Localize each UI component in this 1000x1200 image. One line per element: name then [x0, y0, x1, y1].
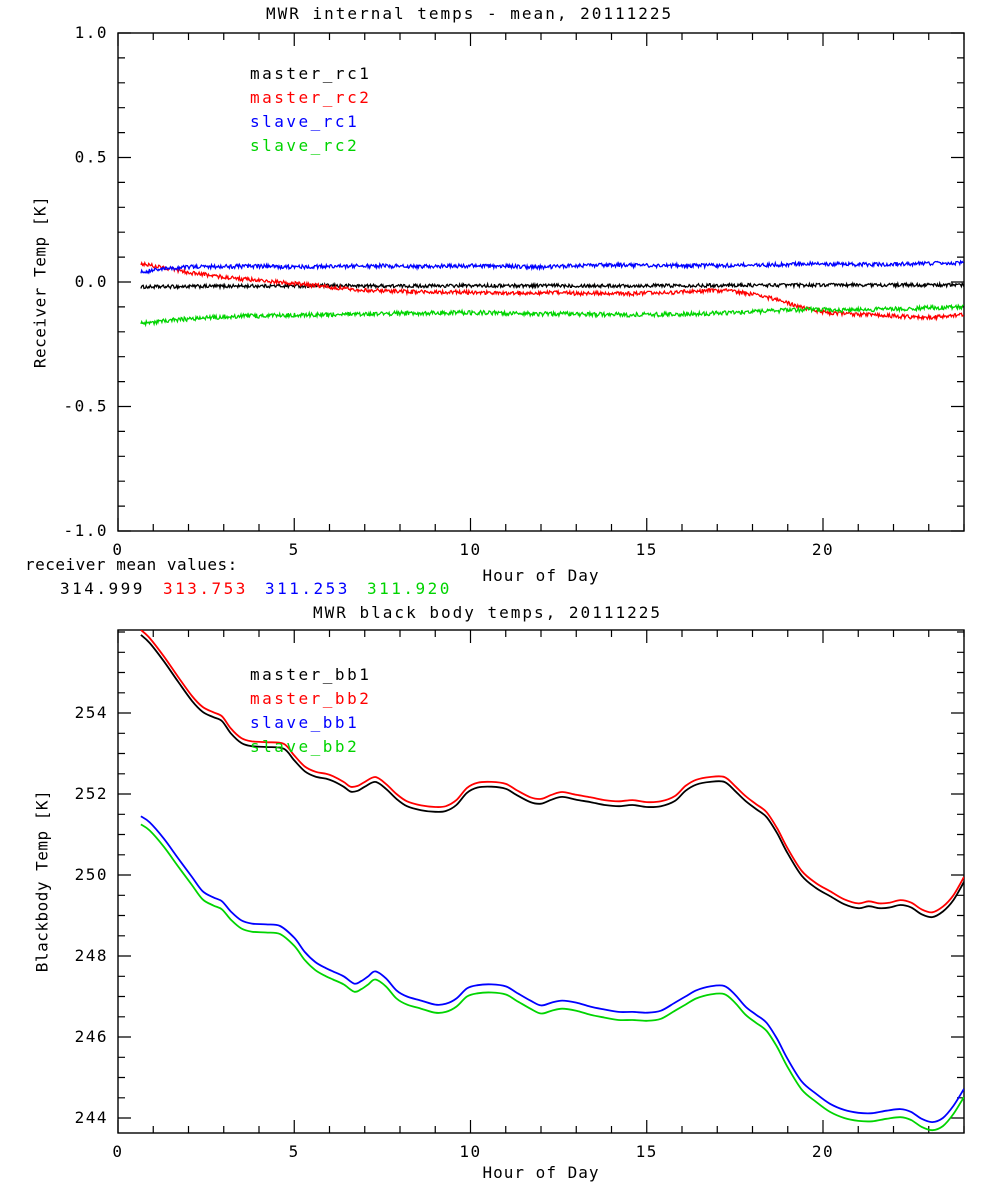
- legend-item-slave_rc2: slave_rc2: [250, 136, 360, 155]
- x-tick-label: 5: [289, 540, 300, 559]
- y-tick-label: 254: [75, 703, 108, 722]
- series-line-slave_rc1: [140, 259, 964, 275]
- y-tick-label: 246: [75, 1027, 108, 1046]
- bottom-chart-title: MWR black body temps, 20111225: [313, 603, 662, 622]
- axis-ticks: [117, 32, 965, 532]
- legend-item-slave_bb1: slave_bb1: [250, 713, 360, 732]
- plot-box: [117, 629, 965, 1134]
- x-tick-label: 10: [459, 540, 481, 559]
- plot-box: [117, 32, 965, 532]
- legend-item-master_rc2: master_rc2: [250, 88, 372, 107]
- x-tick-label: 15: [636, 1142, 658, 1161]
- y-tick-label: 248: [75, 946, 108, 965]
- x-tick-label: 15: [636, 540, 658, 559]
- x-tick-label: 10: [459, 1142, 481, 1161]
- y-tick-label: 252: [75, 784, 108, 803]
- x-tick-label: 20: [812, 1142, 834, 1161]
- bottom-chart-xlabel: Hour of Day: [482, 1163, 600, 1182]
- y-tick-label: 0.0: [75, 272, 108, 291]
- top-chart-ylabel: Receiver Temp [K]: [30, 195, 50, 369]
- receiver-mean-value-2: 311.253: [265, 579, 350, 598]
- y-tick-label: 244: [75, 1108, 108, 1127]
- x-tick-label: 0: [112, 540, 123, 559]
- legend-item-slave_rc1: slave_rc1: [250, 112, 360, 131]
- bottom-chart-ylabel: Blackbody Temp [K]: [32, 789, 52, 973]
- axis-ticks: [117, 630, 965, 1133]
- legend-item-master_rc1: master_rc1: [250, 64, 372, 83]
- receiver-mean-value-1: 313.753: [163, 579, 248, 598]
- x-tick-label: 20: [812, 540, 834, 559]
- legend-item-slave_bb2: slave_bb2: [250, 737, 360, 756]
- x-tick-label: 5: [289, 1142, 300, 1161]
- legend-item-master_bb2: master_bb2: [250, 689, 372, 708]
- x-tick-label: 0: [112, 1142, 123, 1161]
- y-tick-label: 250: [75, 865, 108, 884]
- y-tick-label: 1.0: [75, 23, 108, 42]
- series-line-slave_rc2: [140, 303, 964, 328]
- series-line-slave_bb1: [140, 815, 964, 1123]
- series-line-slave_bb2: [140, 823, 964, 1132]
- bottom-chart-legend: master_bb1 master_bb2 slave_bb1 slave_bb2: [250, 663, 371, 759]
- legend-item-master_bb1: master_bb1: [250, 665, 372, 684]
- receiver-mean-value-0: 314.999: [60, 579, 145, 598]
- receiver-means-label: receiver mean values:: [25, 555, 238, 574]
- series-line-master_rc2: [140, 260, 964, 322]
- series-line-master_rc1: [140, 280, 964, 291]
- y-tick-label: -0.5: [63, 397, 108, 416]
- top-chart-xlabel: Hour of Day: [482, 566, 600, 585]
- series-line-master_bb1: [140, 634, 964, 919]
- y-tick-label: -1.0: [63, 521, 108, 540]
- receiver-mean-value-3: 311.920: [367, 579, 452, 598]
- y-tick-label: 0.5: [75, 148, 108, 167]
- series-line-master_bb2: [140, 630, 964, 914]
- top-chart-legend: master_rc1 master_rc2 slave_rc1 slave_rc2: [250, 62, 371, 158]
- top-chart-title: MWR internal temps - mean, 20111225: [266, 4, 674, 23]
